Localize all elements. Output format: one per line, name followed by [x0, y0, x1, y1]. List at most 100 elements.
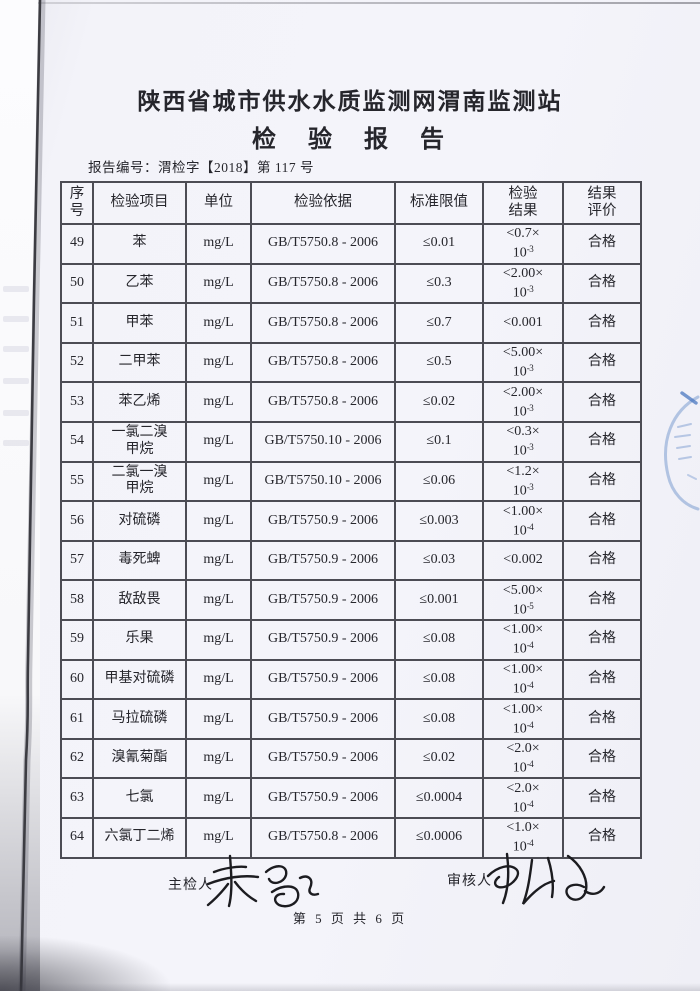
reviewer-label: 审核人: [447, 874, 492, 889]
cell-item: 六氯丁二烯: [92, 816, 187, 859]
cell-no: 54: [60, 420, 94, 463]
cell-unit: mg/L: [185, 816, 252, 859]
cell-unit: mg/L: [185, 381, 252, 423]
table-header-cell-6: 结果 评价: [562, 181, 642, 225]
book-spine-line: [18, 0, 46, 991]
cell-basis: GB/T5750.8 - 2006: [250, 381, 396, 423]
cell-limit: ≤0.5: [394, 341, 484, 384]
cell-basis: GB/T5750.9 - 2006: [250, 500, 396, 542]
cell-limit: ≤0.001: [394, 579, 484, 621]
table-header-cell-5: 检验 结果: [482, 181, 564, 225]
scan-corner-shadow: [0, 936, 170, 991]
cell-evaluation: 合格: [562, 737, 642, 780]
cell-item: 乙苯: [92, 262, 187, 305]
cell-no: 51: [60, 302, 94, 344]
cell-evaluation: 合格: [562, 262, 642, 305]
underlying-page-edge: [0, 0, 40, 991]
cell-basis: GB/T5750.8 - 2006: [250, 341, 396, 384]
cell-no: 58: [60, 579, 94, 621]
table-header-row: 序 号检验项目 单位 检验依据 标准限值 检验 结果 结果 评价: [60, 181, 642, 225]
reviewer-signature: [486, 852, 606, 905]
cell-limit: ≤0.3: [394, 262, 484, 305]
cell-unit: mg/L: [185, 618, 252, 661]
table-row: 58 敌敌畏 mg/L GB/T5750.9 - 2006 ≤0.001 <5.00× 10…: [60, 579, 642, 621]
cell-basis: GB/T5750.9 - 2006: [250, 698, 396, 740]
table-header-cell-0: 序 号: [60, 181, 94, 225]
cell-basis: GB/T5750.10 - 2006: [250, 460, 396, 503]
cell-no: 62: [60, 737, 94, 780]
report-number: 报告编号：渭检字【2018】第 117 号: [88, 160, 314, 175]
results-table: 序 号检验项目 单位 检验依据 标准限值 检验 结果 结果 评价 49 苯 mg/L GB/T5…: [60, 181, 642, 859]
cell-unit: mg/L: [185, 658, 252, 701]
cell-evaluation: 合格: [562, 658, 642, 701]
table-row: 60 甲基对硫磷 mg/L GB/T5750.9 - 2006 ≤0.08 <1.00× 1…: [60, 658, 642, 701]
bleed-through-mark: [3, 316, 29, 322]
cell-evaluation: 合格: [562, 341, 642, 384]
cell-item: 二氯一溴 甲烷: [92, 460, 187, 503]
table-row: 63 七氯 mg/L GB/T5750.9 - 2006 ≤0.0004 <2.0× 10-…: [60, 777, 642, 819]
cell-unit: mg/L: [185, 341, 252, 384]
cell-limit: ≤0.06: [394, 460, 484, 503]
cell-result: <1.2× 10-3: [482, 460, 564, 503]
bleed-through-mark: [3, 286, 29, 292]
cell-basis: GB/T5750.10 - 2006: [250, 420, 396, 463]
scan-bottom-shadow: [0, 983, 700, 991]
cell-result: <1.00× 10-4: [482, 658, 564, 701]
cell-result: <2.0× 10-4: [482, 737, 564, 780]
cell-limit: ≤0.0004: [394, 777, 484, 819]
cell-result: <1.00× 10-4: [482, 500, 564, 542]
cell-no: 55: [60, 460, 94, 503]
cell-limit: ≤0.0006: [394, 816, 484, 859]
inspector-signature: [206, 854, 320, 908]
cell-evaluation: 合格: [562, 777, 642, 819]
results-table-body: 49 苯 mg/L GB/T5750.8 - 2006 ≤0.01 <0.7× 10-3 合格…: [60, 223, 642, 859]
cell-item: 溴氰菊酯: [92, 737, 187, 780]
cell-item: 苯: [92, 223, 187, 265]
cell-item: 七氯: [92, 777, 187, 819]
cell-result: <1.00× 10-4: [482, 698, 564, 740]
table-row: 55 二氯一溴 甲烷 mg/L GB/T5750.10 - 2006 ≤0.06 <1.2…: [60, 460, 642, 503]
inspector-label: 主检人: [168, 878, 213, 893]
cell-basis: GB/T5750.8 - 2006: [250, 816, 396, 859]
cell-limit: ≤0.02: [394, 737, 484, 780]
bleed-through-mark: [3, 440, 29, 446]
cell-unit: mg/L: [185, 777, 252, 819]
cell-result: <0.002: [482, 539, 564, 582]
cell-evaluation: 合格: [562, 579, 642, 621]
table-row: 59 乐果 mg/L GB/T5750.9 - 2006 ≤0.08 <1.00× 10-4…: [60, 618, 642, 661]
cell-no: 64: [60, 816, 94, 859]
cell-limit: ≤0.08: [394, 658, 484, 701]
stamp-fragment: [664, 391, 700, 511]
cell-basis: GB/T5750.8 - 2006: [250, 223, 396, 265]
cell-basis: GB/T5750.9 - 2006: [250, 737, 396, 780]
cell-evaluation: 合格: [562, 223, 642, 265]
cell-result: <2.0× 10-4: [482, 777, 564, 819]
cell-limit: ≤0.08: [394, 698, 484, 740]
cell-item: 马拉硫磷: [92, 698, 187, 740]
table-row: 51 甲苯 mg/L GB/T5750.8 - 2006 ≤0.7 <0.001 合格: [60, 302, 642, 344]
cell-item: 一氯二溴 甲烷: [92, 420, 187, 463]
cell-no: 50: [60, 262, 94, 305]
bleed-through-mark: [3, 346, 29, 352]
cell-no: 52: [60, 341, 94, 384]
table-header-cell-1: 检验项目: [92, 181, 187, 225]
cell-result: <2.00× 10-3: [482, 381, 564, 423]
cell-result: <2.00× 10-3: [482, 262, 564, 305]
cell-evaluation: 合格: [562, 302, 642, 344]
bleed-through-mark: [3, 378, 29, 384]
cell-item: 甲基对硫磷: [92, 658, 187, 701]
cell-limit: ≤0.003: [394, 500, 484, 542]
cell-no: 60: [60, 658, 94, 701]
cell-item: 乐果: [92, 618, 187, 661]
cell-unit: mg/L: [185, 579, 252, 621]
bleed-through-mark: [3, 410, 29, 416]
cell-evaluation: 合格: [562, 460, 642, 503]
cell-evaluation: 合格: [562, 500, 642, 542]
cell-no: 61: [60, 698, 94, 740]
cell-result: <1.00× 10-4: [482, 618, 564, 661]
cell-no: 53: [60, 381, 94, 423]
cell-basis: GB/T5750.9 - 2006: [250, 618, 396, 661]
cell-evaluation: 合格: [562, 381, 642, 423]
table-header-cell-3: 检验依据: [250, 181, 396, 225]
